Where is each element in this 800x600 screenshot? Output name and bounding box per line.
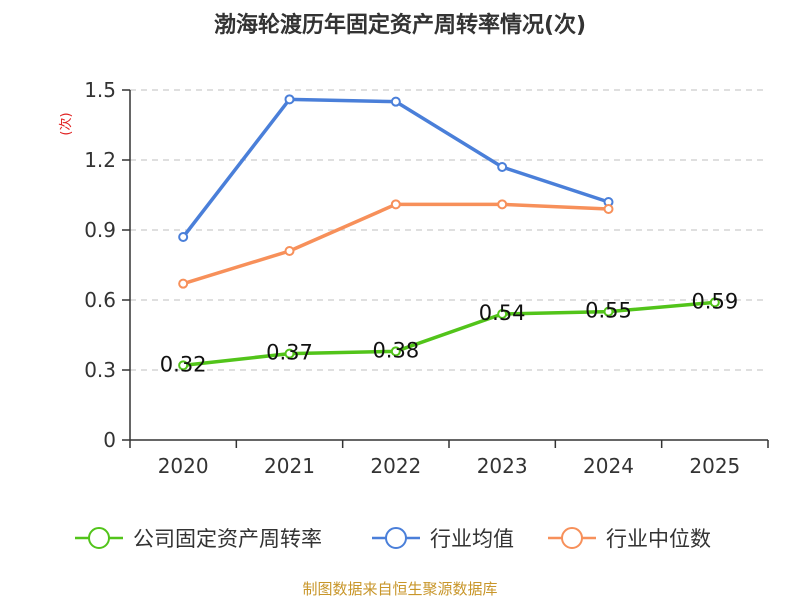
legend-label: 行业中位数 [606, 527, 711, 551]
data-point[interactable] [390, 199, 401, 210]
data-point[interactable] [497, 162, 508, 172]
data-point[interactable] [284, 246, 295, 256]
x-tick-label: 2025 [689, 454, 740, 478]
data-point[interactable] [497, 309, 508, 319]
x-tick-label: 2020 [158, 454, 209, 478]
y-tick-label: 1.2 [84, 148, 116, 172]
data-point[interactable] [178, 360, 189, 371]
legend-label: 公司固定资产周转率 [133, 527, 322, 551]
axes: 0 0.3 0.6 0.9 1.2 1.5 2020 2021 2022 2023 2024 2025 [84, 78, 769, 478]
data-point[interactable] [709, 297, 720, 308]
x-tick-label: 2023 [477, 454, 528, 478]
y-tick-label: 1.5 [84, 78, 116, 102]
legend[interactable]: 公司固定资产周转率 行业均值 行业中位数 [75, 527, 711, 551]
series-line-1 [181, 97, 610, 239]
data-point[interactable] [178, 232, 189, 242]
y-axis-label: (次) [58, 112, 74, 135]
gridlines [130, 89, 768, 371]
legend-marker [561, 527, 583, 549]
x-tick-label: 2022 [370, 454, 421, 478]
x-tick-label: 2024 [583, 454, 634, 478]
legend-item[interactable]: 行业中位数 [548, 527, 711, 551]
x-tick-label: 2021 [264, 454, 315, 478]
data-point[interactable] [284, 94, 295, 105]
data-point[interactable] [390, 96, 401, 107]
series-line-0 [182, 300, 715, 368]
legend-item[interactable]: 公司固定资产周转率 [75, 527, 322, 551]
data-label: 0.55 [585, 299, 632, 323]
data-label: 0.32 [160, 352, 207, 376]
series-line-2 [182, 202, 609, 286]
chart-title: 渤海轮渡历年固定资产周转率情况(次) [214, 12, 586, 38]
legend-item[interactable]: 行业均值 [372, 527, 514, 551]
data-label: 0.37 [266, 341, 313, 365]
series-group: 0.32 0.37 0.38 0.54 0.55 0.59 [160, 94, 738, 376]
data-point[interactable] [603, 204, 614, 214]
legend-marker [88, 527, 110, 549]
y-tick-label: 0.3 [84, 358, 116, 382]
y-tick-label: 0.9 [84, 218, 116, 242]
source-note: 制图数据来自恒生聚源数据库 [302, 580, 497, 598]
data-point[interactable] [603, 306, 614, 317]
legend-marker [385, 527, 407, 549]
y-tick-label: 0.6 [84, 288, 116, 312]
y-tick-label: 0 [103, 428, 116, 452]
data-label: 0.59 [691, 289, 738, 313]
legend-label: 行业均值 [430, 527, 514, 551]
data-point[interactable] [284, 348, 295, 359]
data-point[interactable] [178, 278, 189, 289]
data-point[interactable] [390, 346, 401, 357]
data-label: 0.38 [372, 338, 419, 362]
data-point[interactable] [497, 199, 508, 210]
data-label: 0.54 [479, 301, 526, 325]
